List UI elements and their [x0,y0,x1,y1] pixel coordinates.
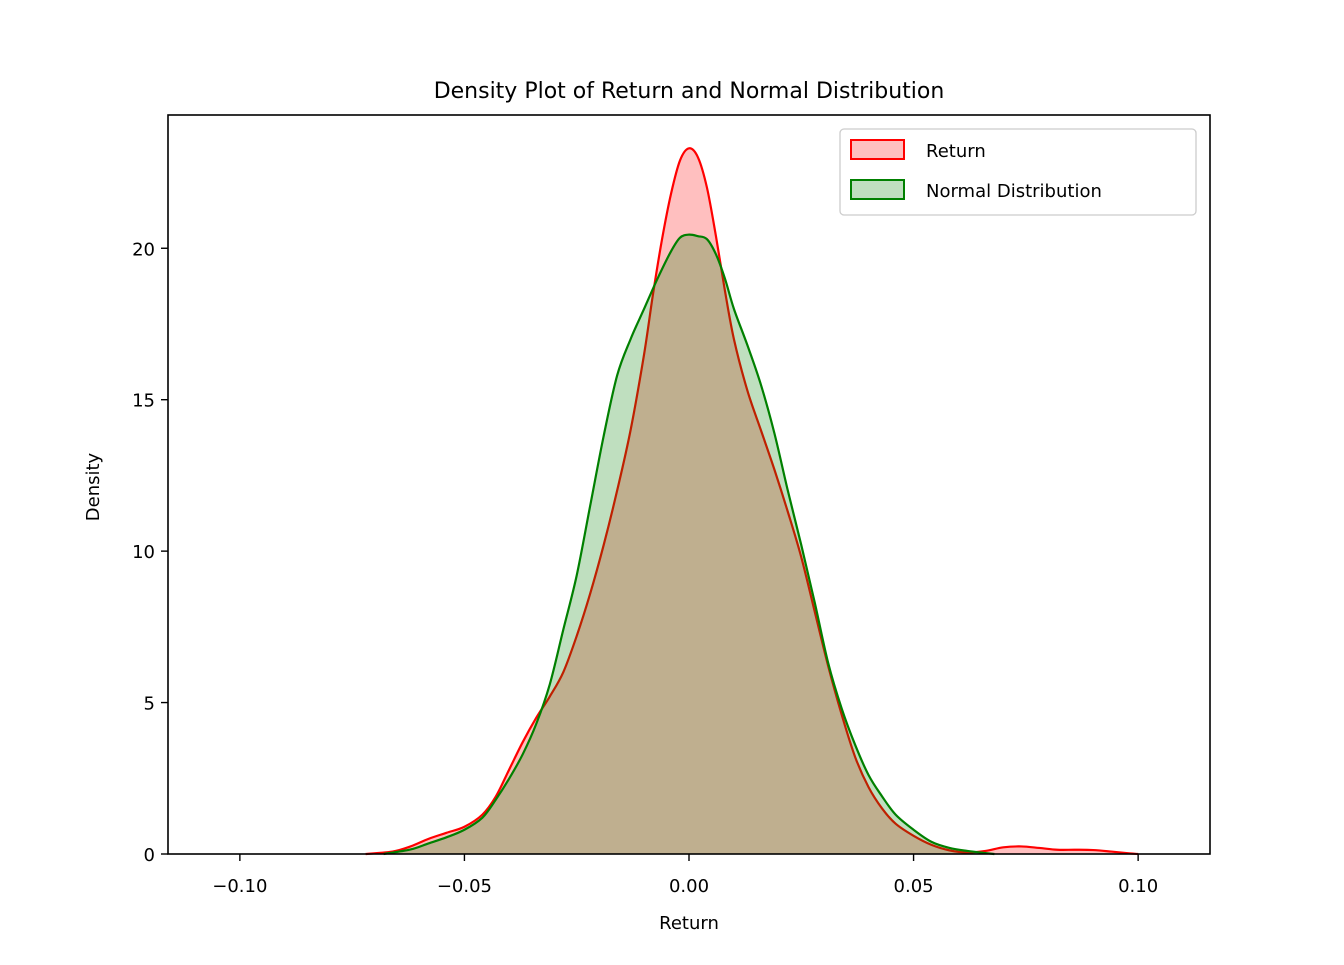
y-tick-label: 5 [144,694,155,715]
x-axis: −0.10 −0.05 0.00 0.05 0.10 [212,854,1158,897]
y-tick-label: 20 [132,239,155,260]
x-tick-label: 0.00 [669,876,709,897]
y-tick-label: 15 [132,391,155,412]
y-axis: 0 5 10 15 20 [132,239,168,866]
legend-label-normal-distribution: Normal Distribution [926,181,1102,202]
legend-swatch-return [850,139,905,160]
x-tick-label: −0.10 [212,876,267,897]
x-tick-label: −0.05 [437,876,492,897]
series-layer [365,147,1139,856]
series-fill-return [365,148,1139,854]
series-fill-normal-distribution [383,234,995,854]
chart-title: Density Plot of Return and Normal Distri… [434,79,945,104]
legend-label-return: Return [926,141,986,162]
legend-swatch-normal-distribution [850,179,905,200]
legend-box [839,128,1197,216]
y-tick-label: 10 [132,542,155,563]
x-tick-label: 0.05 [894,876,934,897]
y-tick-label: 0 [144,845,155,866]
x-tick-label: 0.10 [1118,876,1158,897]
x-axis-label: Return [659,913,719,934]
legend: Return Normal Distribution [839,128,1197,216]
series-line-return [365,147,1139,856]
y-axis-label: Density [83,452,104,521]
series-line-normal-distribution [383,233,995,856]
